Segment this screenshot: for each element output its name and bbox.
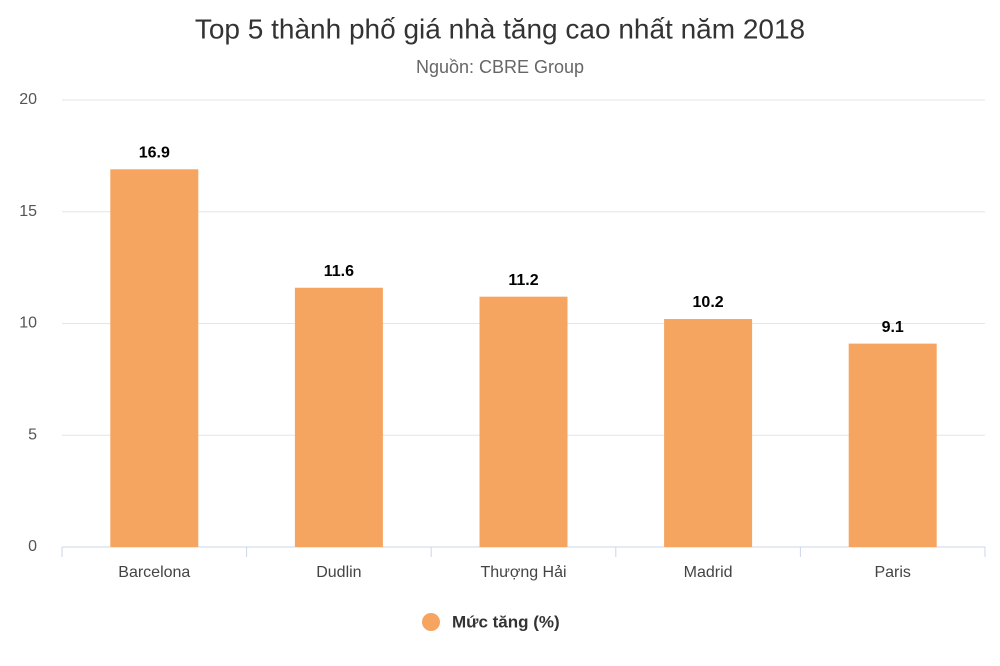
bar <box>110 169 199 547</box>
bar <box>664 319 753 547</box>
chart-title: Top 5 thành phố giá nhà tăng cao nhất nă… <box>195 13 805 44</box>
y-tick-label: 0 <box>28 538 37 555</box>
data-label: 9.1 <box>882 319 904 336</box>
x-tick-label: Thượng Hải <box>480 564 566 581</box>
x-tick-label: Barcelona <box>118 564 190 581</box>
data-label: 10.2 <box>693 294 724 311</box>
y-tick-label: 20 <box>19 91 37 108</box>
chart-subtitle: Nguồn: CBRE Group <box>416 57 584 77</box>
bar <box>294 287 383 547</box>
legend-marker <box>422 613 440 631</box>
data-label: 11.2 <box>508 272 538 289</box>
x-tick-label: Madrid <box>684 564 733 581</box>
y-tick-label: 10 <box>19 315 37 332</box>
x-tick-label: Dudlin <box>316 564 361 581</box>
y-tick-label: 15 <box>19 203 37 220</box>
y-tick-label: 5 <box>28 426 37 443</box>
data-label: 16.9 <box>139 145 170 162</box>
data-label: 11.6 <box>324 263 354 280</box>
x-tick-label: Paris <box>874 564 910 581</box>
bar <box>848 343 937 547</box>
bar <box>479 296 568 547</box>
legend-label: Mức tăng (%) <box>452 612 560 631</box>
